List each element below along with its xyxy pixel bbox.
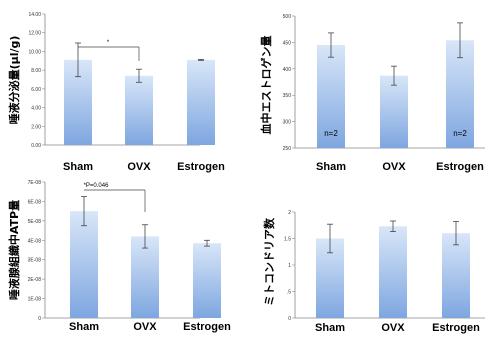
y-tick-label: 0 [288, 316, 291, 322]
y-tick-label: 7E-08 [28, 180, 42, 186]
category-label: Estrogen [177, 161, 225, 173]
bar-estrogen [187, 59, 215, 145]
bar-label: n=2 [453, 129, 467, 138]
category-label: Estrogen [436, 161, 484, 173]
y-tick-label: 1 [288, 263, 291, 269]
y-tick-label: 3E-08 [28, 258, 42, 264]
y-tick-label: 5E-08 [28, 219, 42, 225]
y-axis-label: ミトコンドリア数 [262, 217, 276, 306]
y-axis-label: 血中エストロゲン量 [259, 36, 273, 135]
y-tick-label: 2 [288, 210, 291, 216]
y-tick-label: 0 [38, 316, 41, 322]
bar-ovx [380, 75, 408, 148]
category-label: Sham [63, 161, 93, 173]
bar-ovx [125, 75, 153, 145]
y-tick-label: 2.00 [31, 124, 41, 130]
y-tick-label: 300 [283, 120, 292, 126]
bar-ovx [379, 226, 407, 318]
chart-1: 0.00 2.00 4.00 6.00 8.00 10.00 12.00 14.00 Sham O… [7, 12, 225, 173]
y-axis-label: 唾液分泌量(μl/g) [7, 36, 21, 125]
bar-sham [317, 45, 345, 148]
bar-sham [70, 211, 98, 318]
y-tick-label: 10.00 [28, 49, 41, 55]
y-axis-label: 唾液腺組織中ATP量 [7, 200, 21, 300]
category-label: Sham [315, 322, 345, 334]
bar-label: n=2 [324, 129, 338, 138]
chart-3: 0 1E-08 2E-08 3E-08 4E-08 5E-08 6E-08 7E-08 Sham… [7, 180, 231, 333]
chart-4: 0 .5 1 1.5 2 Sham OVX Estrogen ミトコンドリア数 [262, 210, 485, 334]
y-tick-label: 0.00 [31, 143, 41, 149]
bar-estrogen [193, 243, 221, 318]
y-tick-label: .5 [287, 290, 291, 296]
y-tick-label: 4E-08 [28, 238, 42, 244]
y-tick-label: 6E-08 [28, 199, 42, 205]
category-label: OVX [127, 161, 151, 173]
y-tick-label: 6.00 [31, 87, 41, 93]
bar-estrogen [446, 40, 474, 149]
y-tick-label: 8.00 [31, 68, 41, 74]
category-label: Estrogen [183, 321, 231, 333]
y-tick-label: 14.00 [28, 12, 41, 18]
y-tick-label: 400 [283, 67, 292, 73]
y-tick-label: 250 [283, 146, 292, 152]
y-tick-label: 1E-08 [28, 297, 42, 303]
y-tick-label: 500 [283, 14, 292, 20]
chart-2: 250 300 350 400 450 500 Sham n=2 OVX Estrogen n=2 血… [259, 14, 485, 173]
significance-label: * [107, 40, 110, 46]
y-tick-label: 12.00 [28, 31, 41, 37]
y-tick-label: 2E-08 [28, 277, 42, 283]
bar-ovx [131, 236, 159, 318]
category-label: Sham [69, 321, 99, 333]
category-label: Sham [316, 161, 346, 173]
category-label: OVX [382, 161, 406, 173]
category-label: OVX [381, 322, 405, 334]
significance-label: *P=0.046 [84, 183, 110, 189]
y-tick-label: 1.5 [284, 237, 291, 243]
y-tick-label: 450 [283, 40, 292, 46]
y-tick-label: 350 [283, 93, 292, 99]
category-label: OVX [133, 321, 157, 333]
bar-estrogen [442, 233, 470, 318]
y-tick-label: 4.00 [31, 106, 41, 112]
category-label: Estrogen [432, 322, 480, 334]
